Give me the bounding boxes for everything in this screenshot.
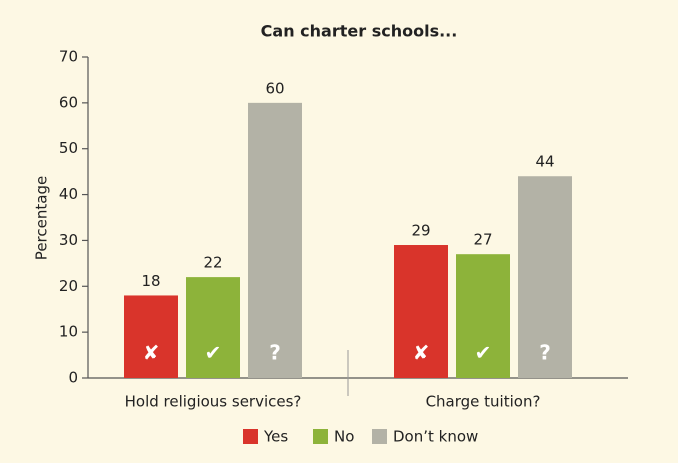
value-label: 60 [265, 79, 284, 97]
value-label: 27 [473, 231, 492, 249]
bar-icon: ✘ [413, 341, 430, 365]
y-tick-label: 60 [59, 93, 78, 111]
legend-swatch [372, 429, 387, 444]
legend-label: Don’t know [393, 428, 478, 446]
bar-icon: ✔ [205, 341, 222, 365]
bar [124, 295, 178, 378]
bar-icon: ✔ [475, 341, 492, 365]
chart-title: Can charter schools... [261, 22, 458, 41]
legend-swatch [313, 429, 328, 444]
bar [518, 176, 572, 378]
bar-icon: ? [539, 341, 551, 365]
bar [186, 277, 240, 378]
y-tick-label: 0 [68, 369, 78, 387]
x-tick-label: Hold religious services? [125, 393, 302, 411]
y-tick-label: 30 [59, 231, 78, 249]
legend-swatch [243, 429, 258, 444]
bar-icon: ✘ [143, 341, 160, 365]
value-label: 44 [535, 153, 554, 171]
value-label: 29 [411, 222, 430, 240]
bar [248, 102, 302, 378]
value-label: 22 [203, 254, 222, 272]
y-tick-label: 40 [59, 185, 78, 203]
y-tick-label: 70 [59, 48, 78, 66]
x-tick-label: Charge tuition? [426, 393, 541, 411]
y-tick-label: 10 [59, 323, 78, 341]
y-axis-label: Percentage [33, 176, 51, 260]
y-tick-label: 20 [59, 277, 78, 295]
legend-label: No [334, 428, 354, 446]
bar [456, 254, 510, 378]
bar-icon: ? [269, 341, 281, 365]
y-tick-label: 50 [59, 139, 78, 157]
bar [394, 245, 448, 378]
value-label: 18 [141, 272, 160, 290]
legend-label: Yes [263, 428, 288, 446]
